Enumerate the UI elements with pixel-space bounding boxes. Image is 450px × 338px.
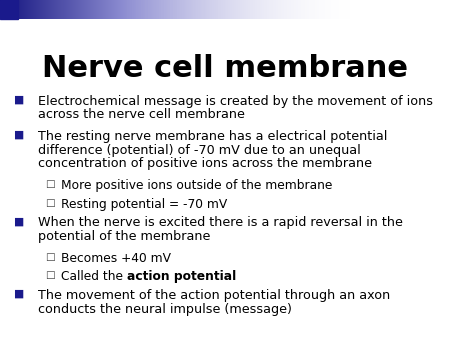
Text: conducts the neural impulse (message): conducts the neural impulse (message): [38, 303, 292, 315]
Text: □: □: [45, 179, 55, 189]
Text: The movement of the action potential through an axon: The movement of the action potential thr…: [38, 289, 391, 302]
Text: ■: ■: [14, 289, 24, 299]
Text: Called the: Called the: [61, 270, 126, 283]
Text: □: □: [45, 198, 55, 208]
Text: action potential: action potential: [126, 270, 236, 283]
Text: □: □: [45, 270, 55, 281]
Text: The resting nerve membrane has a electrical potential: The resting nerve membrane has a electri…: [38, 130, 387, 143]
Text: More positive ions outside of the membrane: More positive ions outside of the membra…: [61, 179, 332, 192]
Text: concentration of positive ions across the membrane: concentration of positive ions across th…: [38, 157, 372, 170]
Text: potential of the membrane: potential of the membrane: [38, 230, 211, 243]
Text: Resting potential = -70 mV: Resting potential = -70 mV: [61, 198, 227, 211]
Text: Electrochemical message is created by the movement of ions: Electrochemical message is created by th…: [38, 95, 433, 107]
Text: ■: ■: [14, 130, 24, 140]
Text: across the nerve cell membrane: across the nerve cell membrane: [38, 108, 245, 121]
Text: difference (potential) of -70 mV due to an unequal: difference (potential) of -70 mV due to …: [38, 144, 361, 156]
Text: When the nerve is excited there is a rapid reversal in the: When the nerve is excited there is a rap…: [38, 216, 403, 229]
Text: Nerve cell membrane: Nerve cell membrane: [42, 54, 408, 83]
Text: □: □: [45, 252, 55, 262]
Text: Becomes +40 mV: Becomes +40 mV: [61, 252, 171, 265]
Text: ■: ■: [14, 95, 24, 105]
Text: ■: ■: [14, 216, 24, 226]
